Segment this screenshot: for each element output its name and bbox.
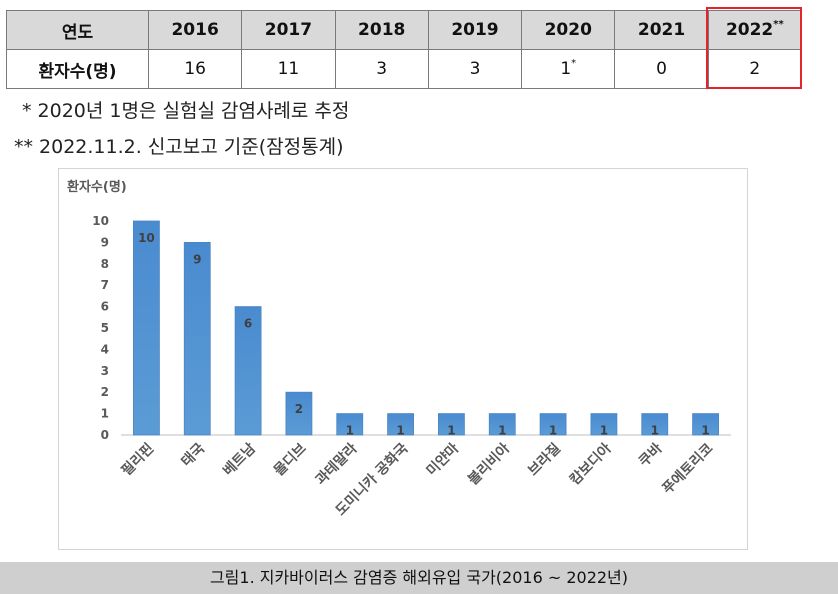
- y-tick-label: 6: [101, 300, 109, 314]
- count-cell: 3: [427, 49, 523, 89]
- y-tick-label: 8: [101, 257, 109, 271]
- bar-data-label: 1: [600, 424, 608, 438]
- bar-data-label: 1: [549, 424, 557, 438]
- bar: [336, 413, 364, 436]
- bar-data-label: 6: [244, 317, 252, 331]
- bar: [590, 413, 618, 436]
- bar: [133, 220, 160, 436]
- count-text: 0: [656, 59, 667, 79]
- y-tick-label: 5: [101, 321, 109, 335]
- year-cell: 2022**: [707, 10, 803, 50]
- count-text: 3: [469, 59, 481, 79]
- x-category-label: 쿠바: [636, 440, 666, 470]
- bar: [285, 391, 313, 436]
- y-tick-label: 9: [101, 235, 109, 249]
- bar-data-label: 1: [396, 424, 404, 438]
- year-text: 2018: [358, 20, 406, 40]
- count-cell: 2: [707, 49, 803, 89]
- year-text: 2019: [451, 20, 499, 40]
- x-category-label: 볼리비아: [465, 440, 514, 489]
- count-sup: *: [571, 58, 577, 69]
- y-tick-label: 4: [101, 342, 109, 356]
- year-text: 2017: [264, 20, 313, 40]
- x-category-label: 베트남: [220, 440, 259, 479]
- bar: [183, 242, 211, 436]
- year-cell: 2019: [427, 10, 523, 50]
- bar-data-label: 10: [138, 231, 155, 245]
- count-text: 2: [749, 59, 761, 79]
- year-text: 2022: [725, 20, 774, 40]
- x-category-label: 캄보디아: [566, 440, 615, 489]
- bar: [234, 306, 262, 436]
- x-category-label: 푸에토리코: [660, 440, 717, 497]
- bar: [539, 413, 567, 436]
- year-cell: 2017: [241, 10, 336, 50]
- footnote-2022: ** 2022.11.2. 신고보고 기준(잠정통계): [14, 136, 344, 158]
- y-tick-label: 7: [101, 278, 109, 292]
- y-axis-label: 환자수(명): [67, 179, 127, 195]
- count-text: 11: [277, 59, 300, 79]
- count-cell: 16: [147, 49, 243, 89]
- y-tick-label: 3: [101, 364, 109, 378]
- year-cell: 2018: [334, 10, 429, 50]
- patient-count-header-cell: 환자수(명): [6, 49, 149, 89]
- year-cell: 2021: [614, 10, 709, 50]
- year-cell: 2020: [521, 10, 616, 50]
- bar: [692, 413, 719, 436]
- count-text: 3: [376, 59, 388, 79]
- count-text: 1: [560, 59, 572, 79]
- bar-data-label: 1: [651, 424, 659, 438]
- bar-data-label: 1: [701, 424, 709, 438]
- year-header-cell: 연도: [6, 10, 149, 50]
- count-cell: 0: [614, 49, 709, 89]
- bar: [438, 413, 465, 436]
- bar-data-label: 1: [447, 424, 455, 438]
- bar-data-label: 9: [193, 252, 201, 266]
- bar-data-label: 1: [346, 424, 354, 438]
- x-category-label: 태국: [179, 440, 209, 470]
- bar-data-label: 2: [295, 402, 303, 416]
- x-category-label: 과테말라: [313, 440, 361, 488]
- year-sup: **: [773, 19, 784, 30]
- y-tick-label: 1: [101, 407, 109, 421]
- patient-count-table: 연도 2016 2017 2018 2019 2020 2021 2022** …: [6, 10, 803, 89]
- x-category-label: 미얀마: [423, 440, 462, 479]
- year-text: 2016: [171, 20, 219, 40]
- count-cell: 11: [241, 49, 336, 89]
- bar: [641, 413, 669, 436]
- count-cell: 1*: [521, 49, 616, 89]
- bar-chart-frame: 환자수(명) 0 1 2 3 4 5 6 7 8 9 10 10 필리핀 9 태국 6 베트남 2 몰디브 1 과테말라…: [58, 168, 748, 550]
- y-tick-label: 0: [101, 428, 109, 442]
- table-header-row: 연도 2016 2017 2018 2019 2020 2021 2022**: [6, 10, 803, 50]
- year-cell: 2016: [147, 10, 243, 50]
- count-cell: 3: [334, 49, 429, 89]
- x-category-label: 몰디브: [271, 440, 310, 479]
- x-category-label: 브라질: [525, 441, 564, 480]
- year-text: 2021: [637, 20, 686, 40]
- count-text: 16: [184, 59, 206, 79]
- y-tick-label: 2: [101, 385, 109, 399]
- year-text: 2020: [544, 20, 592, 40]
- bar: [488, 413, 516, 436]
- x-category-label: 필리핀: [118, 440, 157, 479]
- bar: [387, 413, 414, 436]
- bar-chart: 환자수(명) 0 1 2 3 4 5 6 7 8 9 10 10 필리핀 9 태국 6 베트남 2 몰디브 1 과테말라…: [67, 179, 731, 519]
- footnote-2020: * 2020년 1명은 실험실 감염사례로 추정: [22, 100, 350, 122]
- y-tick-label: 10: [92, 214, 109, 228]
- patient-count-row: 환자수(명) 16 11 3 3 1* 0 2: [6, 49, 803, 89]
- bar-data-label: 1: [498, 424, 506, 438]
- figure-caption: 그림1. 지카바이러스 감염증 해외유입 국가(2016 ~ 2022년): [0, 562, 838, 594]
